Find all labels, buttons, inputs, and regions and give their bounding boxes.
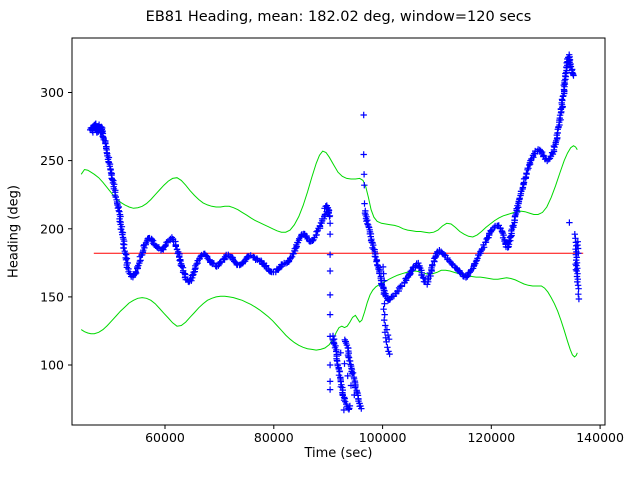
y-tick-label: 150 <box>40 289 64 304</box>
envelope-lower-line <box>80 269 578 358</box>
y-axis-label: Heading (deg) <box>6 185 22 278</box>
y-tick-label: 100 <box>40 358 64 373</box>
plot-border <box>71 37 606 426</box>
envelope-upper-line <box>80 145 578 238</box>
x-tick-label: 100000 <box>359 430 407 445</box>
heading-trace-markers <box>87 51 577 413</box>
y-tick-label: 250 <box>40 153 64 168</box>
x-tick-label: 120000 <box>467 430 515 445</box>
x-axis-label: Time (sec) <box>304 446 373 461</box>
y-tick-label: 300 <box>40 85 64 100</box>
x-tick-label: 140000 <box>576 430 624 445</box>
chart-title: EB81 Heading, mean: 182.02 deg, window=1… <box>145 9 532 25</box>
x-tick-label: 60000 <box>145 430 185 445</box>
heading-outlier-markers <box>321 111 583 414</box>
x-tick-label: 80000 <box>254 430 294 445</box>
y-tick-label: 200 <box>40 221 64 236</box>
